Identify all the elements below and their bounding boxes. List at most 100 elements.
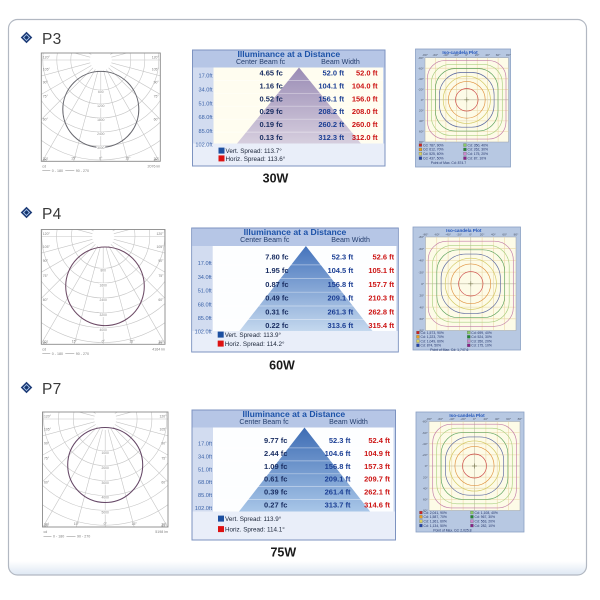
svg-text:Cd: 1,223, 70%: Cd: 1,223, 70% (421, 335, 444, 339)
svg-text:120°: 120° (159, 415, 167, 419)
svg-text:1.16 fc: 1.16 fc (259, 81, 282, 90)
svg-text:-20°: -20° (418, 88, 424, 92)
svg-text:60°: 60° (496, 53, 501, 57)
svg-text:Cd: 350, 40%: Cd: 350, 40% (468, 143, 489, 147)
svg-text:-80°: -80° (418, 235, 424, 239)
svg-text:Point of Max. Cd: 874.7: Point of Max. Cd: 874.7 (431, 161, 467, 165)
svg-text:80°: 80° (506, 53, 511, 57)
svg-text:17.0ft: 17.0ft (199, 74, 213, 80)
svg-text:2000: 2000 (102, 466, 110, 470)
svg-text:210.3 ft: 210.3 ft (368, 294, 394, 303)
svg-text:Cd: 525, 60%: Cd: 525, 60% (423, 152, 444, 156)
svg-text:0°: 0° (102, 339, 106, 343)
svg-text:90°: 90° (43, 81, 49, 85)
svg-text:-60°: -60° (422, 431, 428, 435)
svg-text:104.9 ft: 104.9 ft (364, 449, 390, 458)
svg-text:80°: 80° (423, 509, 428, 513)
svg-text:0°: 0° (469, 232, 473, 236)
svg-text:7.80 fc: 7.80 fc (265, 253, 288, 262)
svg-text:-60°: -60° (438, 417, 444, 421)
svg-text:-80°: -80° (422, 53, 428, 57)
svg-text:105°: 105° (43, 245, 51, 249)
svg-text:Center Beam fc: Center Beam fc (240, 236, 290, 244)
svg-text:-40°: -40° (418, 77, 424, 81)
svg-text:20°: 20° (420, 294, 425, 298)
svg-text:Cd: 437, 50%: Cd: 437, 50% (423, 156, 444, 160)
svg-text:40°: 40° (420, 305, 425, 309)
svg-text:-60°: -60° (434, 232, 440, 236)
svg-text:120°: 120° (43, 55, 51, 59)
svg-text:68.0ft: 68.0ft (198, 480, 212, 486)
svg-text:Horiz. Spread: 114.1°: Horiz. Spread: 114.1° (225, 526, 285, 534)
svg-text:0.27 fc: 0.27 fc (264, 501, 287, 510)
svg-text:0.61 fc: 0.61 fc (264, 475, 287, 484)
svg-text:51.0ft: 51.0ft (199, 101, 213, 107)
svg-text:Iso-candela Plot: Iso-candela Plot (446, 228, 482, 233)
svg-text:90°: 90° (44, 442, 50, 446)
svg-text:312.3 ft: 312.3 ft (318, 133, 344, 142)
svg-text:51.0ft: 51.0ft (198, 289, 212, 295)
svg-text:1800: 1800 (97, 118, 105, 122)
svg-text:0.22 fc: 0.22 fc (265, 321, 288, 330)
svg-text:Beam Width: Beam Width (321, 58, 360, 66)
svg-text:45°: 45° (43, 159, 49, 163)
svg-text:80°: 80° (514, 232, 519, 236)
svg-text:30W: 30W (263, 172, 289, 186)
svg-text:40°: 40° (495, 417, 500, 421)
svg-text:209.1 ft: 209.1 ft (327, 294, 353, 303)
svg-text:156.1 ft: 156.1 ft (318, 94, 344, 103)
svg-text:80°: 80° (420, 329, 425, 333)
svg-text:45°: 45° (158, 341, 164, 345)
svg-text:90°: 90° (43, 259, 49, 263)
svg-text:60°: 60° (506, 417, 511, 421)
svg-text:90°: 90° (154, 81, 160, 85)
svg-text:Cd: 967, 30%: Cd: 967, 30% (475, 515, 496, 519)
svg-text:52.0 ft: 52.0 ft (323, 69, 345, 78)
svg-text:60°: 60° (161, 480, 167, 484)
svg-text:0°: 0° (465, 53, 469, 57)
svg-text:60°: 60° (44, 480, 50, 484)
svg-text:260.2 ft: 260.2 ft (318, 120, 344, 129)
svg-text:60°: 60° (423, 498, 428, 502)
svg-text:314.6 ft: 314.6 ft (364, 501, 390, 510)
svg-text:45°: 45° (43, 341, 49, 345)
svg-text:104.0 ft: 104.0 ft (352, 81, 378, 90)
svg-text:9.77 fc: 9.77 fc (264, 436, 287, 445)
svg-text:Cd: 612, 70%: Cd: 612, 70% (423, 148, 444, 152)
svg-text:-80°: -80° (418, 56, 424, 60)
svg-text:0 - 180: 0 - 180 (52, 352, 63, 356)
svg-text:105°: 105° (159, 428, 167, 432)
svg-text:-20°: -20° (418, 270, 424, 274)
svg-text:85.0ft: 85.0ft (199, 129, 213, 135)
svg-text:15°: 15° (71, 156, 77, 160)
svg-text:Horiz. Spread: 114.2°: Horiz. Spread: 114.2° (225, 340, 285, 348)
svg-text:34.0ft: 34.0ft (198, 275, 212, 281)
svg-text:-40°: -40° (443, 53, 449, 57)
svg-text:-20°: -20° (422, 453, 428, 457)
svg-text:4000: 4000 (100, 328, 108, 332)
svg-text:-60°: -60° (433, 53, 439, 57)
svg-text:cd: cd (42, 164, 46, 168)
svg-text:20°: 20° (419, 109, 424, 113)
svg-text:34.0ft: 34.0ft (198, 454, 212, 460)
svg-text:15°: 15° (125, 156, 131, 160)
svg-text:-60°: -60° (418, 66, 424, 70)
svg-text:52.0 ft: 52.0 ft (356, 69, 378, 78)
svg-text:P4: P4 (42, 206, 62, 223)
svg-text:90°: 90° (161, 442, 167, 446)
svg-text:313.7 ft: 313.7 ft (325, 501, 351, 510)
svg-text:3000: 3000 (102, 481, 110, 485)
svg-text:105.1 ft: 105.1 ft (368, 266, 394, 275)
svg-text:20°: 20° (484, 417, 489, 421)
svg-text:105°: 105° (152, 68, 160, 72)
svg-text:120°: 120° (156, 232, 164, 236)
svg-text:0°: 0° (421, 282, 425, 286)
svg-text:0 - 180: 0 - 180 (52, 169, 63, 173)
svg-text:104.5 ft: 104.5 ft (327, 266, 353, 275)
svg-text:-20°: -20° (453, 53, 459, 57)
svg-text:1000: 1000 (102, 451, 110, 455)
svg-text:-40°: -40° (445, 232, 451, 236)
svg-text:cd: cd (42, 347, 46, 351)
svg-text:Center Beam fc: Center Beam fc (239, 418, 289, 426)
svg-text:20°: 20° (480, 232, 485, 236)
